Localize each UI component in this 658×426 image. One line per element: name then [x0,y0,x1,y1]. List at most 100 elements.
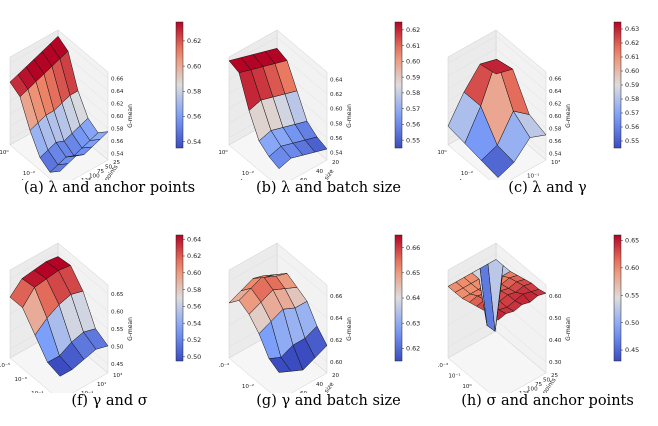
surface-plot-f: 10⁻⁵10⁻³10⁻¹10¹γ10³10¹10⁻¹10⁻³σ0.450.500… [0,234,201,393]
surface-facet [487,259,504,332]
z-tick-label: 0.62 [549,101,561,107]
panel-h: 10⁻³10⁻¹10⁰10¹10³σ255075100125150175Anch… [438,213,657,426]
x-tick-label: 10⁻⁵ [0,362,10,369]
colorbar-tick-label: 0.55 [625,291,639,299]
colorbar-tick-label: 0.50 [625,319,639,327]
z-tick-label: 0.60 [111,309,124,315]
colorbar-tick-label: 0.58 [625,95,639,103]
z-tick-label: 0.54 [330,151,343,157]
z-tick-label: 0.50 [549,316,562,322]
colorbar-tick-label: 0.56 [625,123,639,131]
colorbar-tick-label: 0.60 [625,264,639,272]
z-tick-label: 0.64 [330,316,343,322]
caption-b: (b) λ and batch size [255,180,401,196]
colorbar-tick-label: 0.59 [625,81,639,89]
y-tick-label: 40 [316,382,324,388]
z-axis-label: G-mean [127,317,134,341]
surface-plot-h: 10⁻³10⁻¹10⁰10¹10³σ255075100125150175Anch… [438,234,639,393]
y-tick-label: 125 [519,391,530,393]
x-tick-label: 10⁰ [462,383,472,390]
y-tick-label: 40 [316,169,324,175]
z-tick-label: 0.62 [330,92,342,98]
colorbar-tick-label: 0.59 [406,73,420,81]
x-axis-label: γ [21,392,25,393]
colorbar [394,234,403,362]
y-tick-label: 50 [105,165,113,171]
colorbar-tick-label: 0.58 [187,286,201,294]
z-tick-label: 0.40 [549,338,562,344]
caption-c: (c) λ and γ [508,180,587,196]
colorbar-tick-label: 0.58 [406,89,420,97]
x-tick-label: 10⁰ [0,149,9,156]
colorbar-tick-label: 0.63 [406,319,420,327]
z-tick-label: 0.54 [111,152,124,158]
z-tick-label: 0.64 [111,89,124,95]
z-tick-label: 0.62 [111,101,123,107]
z-tick-label: 0.66 [549,76,562,82]
surface-facet [479,59,513,75]
surface [228,273,328,373]
y-tick-label: 60 [300,178,308,180]
x-tick-label: 10⁰ [438,149,447,156]
y-tick-label: 10⁻¹ [81,390,93,393]
caption-a: (a) λ and anchor points [23,180,196,196]
colorbar-tick-label: 0.56 [187,303,201,311]
colorbar-tick-label: 0.60 [187,62,201,70]
x-axis-label: λ [21,179,25,180]
caption-g: (g) γ and batch size [256,393,401,409]
y-tick-label: 100 [527,387,538,393]
y-tick-label: 25 [551,373,559,379]
x-tick-label: 10⁻² [242,383,254,390]
z-axis-label: G-mean [565,317,572,341]
colorbar-tick-label: 0.54 [187,319,201,327]
surface-plot-g: 10⁻⁴10⁻²10⁰γ20406080Batch size0.600.620.… [219,234,420,393]
colorbar-tick-label: 0.65 [625,237,639,245]
surface [447,259,547,332]
x-tick-label: 10⁻² [23,170,35,177]
z-tick-label: 0.66 [330,294,343,300]
surface-facet [49,36,69,59]
y-tick-label: 50 [543,378,551,384]
x-tick-label: 10⁻¹ [31,390,43,393]
z-tick-label: 0.64 [330,77,343,83]
colorbar [175,234,184,362]
z-tick-label: 0.56 [549,139,562,145]
floor-pane [447,330,547,393]
colorbar-tick-label: 0.56 [187,113,201,121]
z-tick-label: 0.55 [111,327,124,333]
z-tick-label: 0.30 [549,360,562,366]
z-tick-label: 0.56 [111,139,124,145]
x-axis-label: γ [240,392,244,393]
colorbar-tick-label: 0.60 [187,269,201,277]
colorbar-tick-label: 0.56 [406,121,420,129]
y-tick-label: 10³ [551,159,560,166]
colorbar-tick-label: 0.55 [625,137,639,145]
surface [228,48,328,169]
colorbar-tick-label: 0.45 [625,346,639,354]
colorbar-tick-label: 0.61 [625,53,639,61]
colorbar-tick-label: 0.66 [406,244,420,252]
colorbar-tick-label: 0.62 [187,252,201,260]
y-tick-label: 60 [300,391,308,393]
z-tick-label: 0.62 [330,338,342,344]
colorbar-tick-label: 0.62 [406,345,420,353]
z-axis-label: G-mean [565,104,572,128]
colorbar-tick-label: 0.65 [406,269,420,277]
x-axis-label: λ [459,179,463,180]
z-tick-label: 0.65 [111,292,124,298]
colorbar-tick-label: 0.60 [625,67,639,75]
x-axis-label: λ [240,179,244,180]
x-tick-label: 10⁰ [219,149,228,156]
surface-facet [264,273,288,278]
colorbar-tick-label: 0.54 [187,138,201,146]
y-tick-label: 75 [535,382,543,388]
z-tick-label: 0.56 [330,136,343,142]
z-axis-label: G-mean [127,104,134,128]
surface [9,36,109,173]
colorbar-tick-label: 0.60 [406,58,420,66]
colorbar-tick-label: 0.62 [187,37,201,45]
caption-f: (f) γ and σ [71,393,148,409]
surface-facet [45,256,71,271]
